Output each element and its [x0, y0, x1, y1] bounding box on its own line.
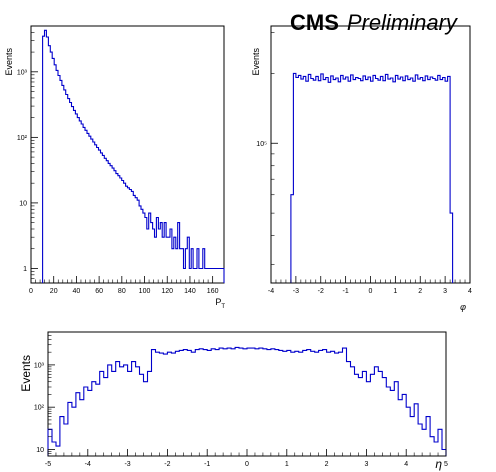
y-tick-label: 10 [19, 200, 27, 207]
x-tick-label: 160 [207, 288, 219, 295]
y-tick-label: 1 [23, 266, 27, 273]
x-tick-label: 100 [139, 288, 151, 295]
plot-frame [47, 331, 447, 457]
x-tick-label: 2 [418, 288, 422, 295]
x-tick-label: 1 [393, 288, 397, 295]
experiment-label: CMS [290, 10, 339, 35]
x-tick-label: 140 [184, 288, 196, 295]
x-axis-label: PT [215, 297, 225, 310]
x-tick-label: 4 [468, 288, 472, 295]
x-tick-label: -2 [164, 461, 170, 468]
x-tick-label: 60 [95, 288, 103, 295]
x-tick-label: 5 [444, 461, 448, 468]
x-tick-label: 0 [369, 288, 373, 295]
x-tick-label: 20 [50, 288, 58, 295]
cms-preliminary-title: CMS Preliminary [290, 10, 457, 36]
y-axis-label: Events [4, 48, 14, 76]
plot-frame [30, 25, 225, 284]
x-tick-label: -1 [343, 288, 349, 295]
x-tick-label: -2 [318, 288, 324, 295]
histogram-line [42, 29, 225, 283]
x-tick-label: -5 [45, 461, 51, 468]
x-tick-label: 120 [161, 288, 173, 295]
y-tick-label: 10³ [34, 362, 45, 369]
x-tick-label: 0 [245, 461, 249, 468]
y-tick-label: 10 [36, 447, 44, 454]
x-tick-label: 80 [118, 288, 126, 295]
y-tick-label: 10³ [17, 69, 28, 76]
x-tick-label: 3 [364, 461, 368, 468]
x-tick-label: -1 [204, 461, 210, 468]
x-tick-label: 40 [73, 288, 81, 295]
x-axis-label-subscript: T [221, 304, 225, 310]
y-tick-label: 10² [34, 405, 45, 412]
status-label: Preliminary [346, 10, 457, 35]
x-tick-label: -4 [268, 288, 274, 295]
x-tick-label: -4 [85, 461, 91, 468]
phi-histogram-panel: -4 -3 -2 -1 0 1 2 3 4 10⁵ Events φ [251, 25, 472, 312]
histogram-line [290, 72, 454, 283]
y-axis-label: Events [19, 355, 33, 392]
histogram-line [47, 346, 447, 456]
x-tick-label: -3 [293, 288, 299, 295]
x-tick-label: 3 [443, 288, 447, 295]
plot-frame [270, 25, 471, 284]
x-tick-label: 0 [29, 288, 33, 295]
y-tick-label: 10⁵ [256, 141, 267, 148]
x-tick-label: 2 [325, 461, 329, 468]
x-tick-label: -3 [124, 461, 130, 468]
x-tick-label: 4 [404, 461, 408, 468]
x-axis-label: φ [460, 302, 466, 312]
x-axis-label: η [435, 457, 442, 471]
y-tick-label: 10² [17, 135, 28, 142]
x-tick-label: 1 [285, 461, 289, 468]
y-axis-label: Events [251, 48, 261, 76]
